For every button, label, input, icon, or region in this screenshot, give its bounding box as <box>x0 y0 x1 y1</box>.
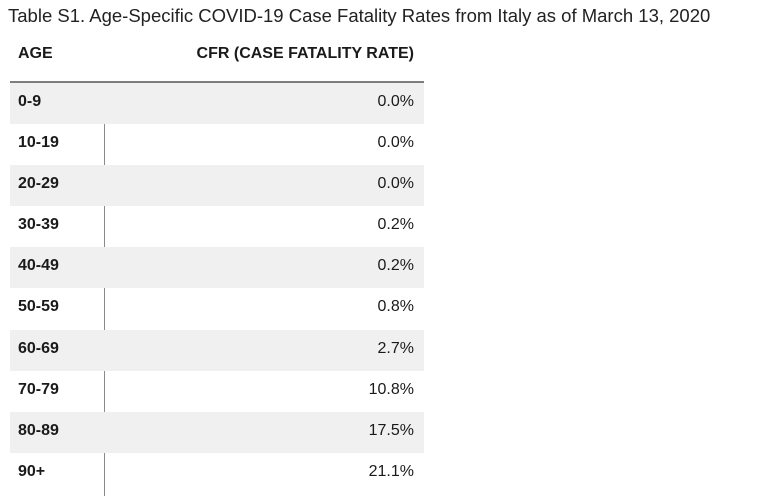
header-age: AGE <box>18 45 53 62</box>
table-row: 70-79 10.8% <box>10 371 424 412</box>
cfr-cell: 17.5% <box>368 421 414 439</box>
cfr-cell: 0.0% <box>377 175 414 193</box>
table-body: 0-9 0.0% 10-19 0.0% 20-29 0.0% 30-39 0.2… <box>10 83 424 496</box>
age-cell: 80-89 <box>18 421 59 439</box>
age-cell: 0-9 <box>18 93 42 110</box>
table-row: 60-69 2.7% <box>10 329 424 371</box>
header-cfr: CFR (CASE FATALITY RATE) <box>196 45 414 62</box>
cfr-cell: 0.2% <box>377 257 414 275</box>
table-row: 20-29 0.0% <box>10 165 424 207</box>
table-row: 50-59 0.8% <box>10 288 424 329</box>
column-divider <box>104 83 105 496</box>
cfr-cell: 0.8% <box>377 298 414 316</box>
table-row: 10-19 0.0% <box>10 124 424 165</box>
age-cell: 10-19 <box>18 134 59 152</box>
table-row: 40-49 0.2% <box>10 247 424 289</box>
cfr-cell: 10.8% <box>368 380 414 398</box>
cfr-cell: 2.7% <box>377 339 414 357</box>
age-cell: 60-69 <box>18 339 59 357</box>
table-row: 80-89 17.5% <box>10 411 424 453</box>
cfr-table: AGE CFR (CASE FATALITY RATE) 0-9 0.0% 10… <box>10 38 424 496</box>
age-cell: 40-49 <box>18 257 59 275</box>
age-cell: 70-79 <box>18 380 59 398</box>
age-cell: 50-59 <box>18 298 59 316</box>
table-row: 30-39 0.2% <box>10 206 424 247</box>
age-cell: 20-29 <box>18 175 59 193</box>
table-row: 90+ 21.1% <box>10 453 424 494</box>
cfr-cell: 21.1% <box>368 462 414 480</box>
table-header-row: AGE CFR (CASE FATALITY RATE) <box>10 38 424 83</box>
table-caption: Table S1. Age-Specific COVID-19 Case Fat… <box>8 5 711 26</box>
cfr-cell: 0.0% <box>377 93 414 110</box>
age-cell: 90+ <box>18 462 46 480</box>
age-cell: 30-39 <box>18 216 59 234</box>
cfr-cell: 0.0% <box>377 134 414 152</box>
cfr-cell: 0.2% <box>377 216 414 234</box>
table-row: 0-9 0.0% <box>10 83 424 125</box>
